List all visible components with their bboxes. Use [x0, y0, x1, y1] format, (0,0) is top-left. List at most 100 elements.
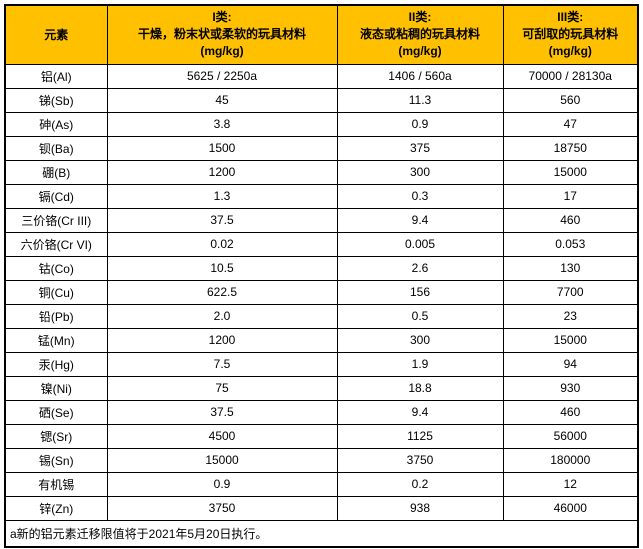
cat2-value-cell: 1406 / 560a	[336, 63, 504, 89]
migration-limits-table-container: 元素 I类: 干燥，粉末状或柔软的玩具材料 (mg/kg) II类: 液态或粘稠…	[4, 4, 639, 548]
category-1-title: I类:	[212, 10, 232, 25]
cat2-value-cell: 375	[336, 135, 504, 161]
cat2-value-cell: 9.4	[336, 399, 504, 425]
cat3-value-cell: 56000	[502, 423, 639, 449]
element-cell: 锌(Zn)	[4, 495, 108, 521]
table-row: 汞(Hg) 7.5 1.9 94	[4, 351, 639, 377]
table-row: 六价铬(Cr VI) 0.02 0.005 0.053	[4, 231, 639, 257]
element-cell: 三价铬(Cr III)	[4, 207, 108, 233]
cat3-value-cell: 560	[502, 87, 639, 113]
table-row: 有机锡 0.9 0.2 12	[4, 471, 639, 497]
table-row: 锶(Sr) 4500 1125 56000	[4, 423, 639, 449]
cat1-value-cell: 1500	[106, 135, 338, 161]
element-cell: 镍(Ni)	[4, 375, 108, 401]
footnote-row: a新的铝元素迁移限值将于2021年5月20日执行。	[4, 519, 639, 548]
table-row: 硼(B) 1200 300 15000	[4, 159, 639, 185]
migration-limits-table: 元素 I类: 干燥，粉末状或柔软的玩具材料 (mg/kg) II类: 液态或粘稠…	[4, 4, 639, 548]
table-row: 钴(Co) 10.5 2.6 130	[4, 255, 639, 281]
element-cell: 铝(Al)	[4, 63, 108, 89]
cat1-value-cell: 4500	[106, 423, 338, 449]
cat1-value-cell: 2.0	[106, 303, 338, 329]
header-cell-category-2: II类: 液态或粘稠的玩具材料 (mg/kg)	[336, 4, 504, 65]
cat2-value-cell: 11.3	[336, 87, 504, 113]
cat1-value-cell: 1.3	[106, 183, 338, 209]
cat2-value-cell: 2.6	[336, 255, 504, 281]
element-cell: 钡(Ba)	[4, 135, 108, 161]
table-row: 铜(Cu) 622.5 156 7700	[4, 279, 639, 305]
table-header: 元素 I类: 干燥，粉末状或柔软的玩具材料 (mg/kg) II类: 液态或粘稠…	[4, 4, 639, 65]
cat2-value-cell: 3750	[336, 447, 504, 473]
cat2-value-cell: 1.9	[336, 351, 504, 377]
element-cell: 砷(As)	[4, 111, 108, 137]
cat3-value-cell: 12	[502, 471, 639, 497]
table-row: 砷(As) 3.8 0.9 47	[4, 111, 639, 137]
table-row: 铝(Al) 5625 / 2250a 1406 / 560a 70000 / 2…	[4, 63, 639, 89]
element-cell: 锡(Sn)	[4, 447, 108, 473]
table-body: 铝(Al) 5625 / 2250a 1406 / 560a 70000 / 2…	[4, 63, 639, 548]
cat3-value-cell: 130	[502, 255, 639, 281]
category-2-unit: (mg/kg)	[398, 44, 442, 59]
cat3-value-cell: 18750	[502, 135, 639, 161]
table-row: 锑(Sb) 45 11.3 560	[4, 87, 639, 113]
element-cell: 锰(Mn)	[4, 327, 108, 353]
cat3-value-cell: 930	[502, 375, 639, 401]
cat1-value-cell: 10.5	[106, 255, 338, 281]
cat3-value-cell: 23	[502, 303, 639, 329]
cat1-value-cell: 0.02	[106, 231, 338, 257]
cat3-value-cell: 180000	[502, 447, 639, 473]
category-2-subtitle: 液态或粘稠的玩具材料	[359, 27, 480, 42]
cat3-value-cell: 47	[502, 111, 639, 137]
cat2-value-cell: 9.4	[336, 207, 504, 233]
cat3-value-cell: 0.053	[502, 231, 639, 257]
cat1-value-cell: 37.5	[106, 207, 338, 233]
cat1-value-cell: 3.8	[106, 111, 338, 137]
cat3-value-cell: 7700	[502, 279, 639, 305]
element-cell: 钴(Co)	[4, 255, 108, 281]
element-cell: 硼(B)	[4, 159, 108, 185]
cat2-value-cell: 938	[336, 495, 504, 521]
table-row: 锌(Zn) 3750 938 46000	[4, 495, 639, 521]
element-cell: 六价铬(Cr VI)	[4, 231, 108, 257]
category-1-unit: (mg/kg)	[200, 44, 244, 59]
cat3-value-cell: 460	[502, 207, 639, 233]
table-row: 锡(Sn) 15000 3750 180000	[4, 447, 639, 473]
cat1-value-cell: 7.5	[106, 351, 338, 377]
element-cell: 锑(Sb)	[4, 87, 108, 113]
cat1-value-cell: 622.5	[106, 279, 338, 305]
cat2-value-cell: 300	[336, 159, 504, 185]
cat1-value-cell: 37.5	[106, 399, 338, 425]
cat2-value-cell: 0.5	[336, 303, 504, 329]
cat1-value-cell: 5625 / 2250a	[106, 63, 338, 89]
cat3-value-cell: 15000	[502, 159, 639, 185]
cat3-value-cell: 15000	[502, 327, 639, 353]
cat3-value-cell: 46000	[502, 495, 639, 521]
cat2-value-cell: 156	[336, 279, 504, 305]
cat3-value-cell: 17	[502, 183, 639, 209]
table-row: 镍(Ni) 75 18.8 930	[4, 375, 639, 401]
element-cell: 硒(Se)	[4, 399, 108, 425]
element-cell: 铅(Pb)	[4, 303, 108, 329]
element-cell: 铜(Cu)	[4, 279, 108, 305]
cat2-value-cell: 0.9	[336, 111, 504, 137]
element-cell: 镉(Cd)	[4, 183, 108, 209]
table-row: 钡(Ba) 1500 375 18750	[4, 135, 639, 161]
element-cell: 汞(Hg)	[4, 351, 108, 377]
cat1-value-cell: 15000	[106, 447, 338, 473]
table-row: 硒(Se) 37.5 9.4 460	[4, 399, 639, 425]
cat1-value-cell: 0.9	[106, 471, 338, 497]
cat1-value-cell: 3750	[106, 495, 338, 521]
cat3-value-cell: 70000 / 28130a	[502, 63, 639, 89]
footnote-text: a新的铝元素迁移限值将于2021年5月20日执行。	[4, 519, 639, 548]
cat1-value-cell: 1200	[106, 327, 338, 353]
header-cell-category-1: I类: 干燥，粉末状或柔软的玩具材料 (mg/kg)	[106, 4, 338, 65]
cat2-value-cell: 0.005	[336, 231, 504, 257]
cat2-value-cell: 0.2	[336, 471, 504, 497]
category-3-unit: (mg/kg)	[548, 44, 592, 59]
category-3-subtitle: 可刮取的玩具材料	[522, 27, 619, 42]
cat1-value-cell: 75	[106, 375, 338, 401]
table-row: 三价铬(Cr III) 37.5 9.4 460	[4, 207, 639, 233]
table-row: 锰(Mn) 1200 300 15000	[4, 327, 639, 353]
cat2-value-cell: 300	[336, 327, 504, 353]
category-1-subtitle: 干燥，粉末状或柔软的玩具材料	[137, 27, 306, 42]
cat2-value-cell: 0.3	[336, 183, 504, 209]
